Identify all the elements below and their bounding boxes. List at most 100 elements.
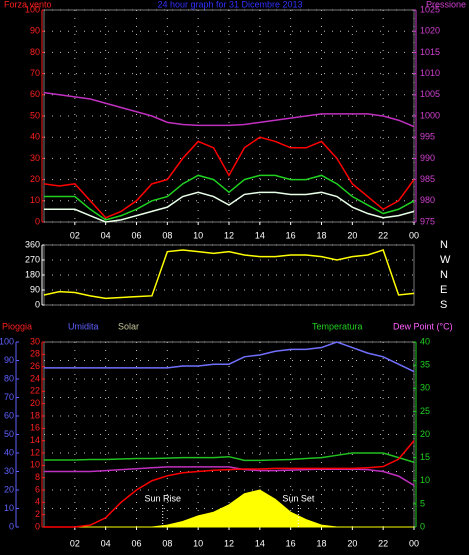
chart-title: 24 hour graph for 31 Dicembre 2013 [157,0,302,9]
y2-tick-label: 25 [420,406,430,416]
y-tick-label: 0 [35,299,40,309]
y2-tick-label: 1000 [420,110,440,120]
x-tick-label: 02 [70,538,80,548]
y3-tick-label: 28 [30,349,40,359]
y2-tick-label: 5 [420,498,425,508]
x-tick-label: 22 [378,538,388,548]
y3-tick-label: 26 [30,361,40,371]
y3-tick-label: 6 [35,484,40,494]
x-tick-label: 04 [101,538,111,548]
y2-tick-label: 30 [420,383,430,393]
line [44,341,415,373]
y-tick-label: 20 [4,484,14,494]
line [44,174,415,221]
y3-tick-label: 14 [30,435,40,445]
y3-tick-label: 30 [30,336,40,346]
x-tick-label: 20 [347,230,357,240]
y2-tick-label: 980 [420,195,435,205]
dew-point-label: Dew Point (°C) [393,321,453,331]
y-tick-label: 70 [30,68,40,78]
humidity-label: Umidita [68,321,99,331]
x-tick-label: 12 [224,230,234,240]
y2-tick-label: 1005 [420,89,440,99]
x-tick-label: 04 [101,230,111,240]
y3-tick-label: 8 [35,472,40,482]
x-tick-label: 16 [286,538,296,548]
y3-tick-label: 12 [30,447,40,457]
y-tick-label: 60 [4,410,14,420]
compass-label: N [440,239,448,251]
x-tick-label: 00 [409,230,419,240]
solar-label: Solar [118,321,139,331]
y-tick-label: 20 [30,174,40,184]
y3-tick-label: 24 [30,373,40,383]
x-tick-label: 20 [347,538,357,548]
line [43,136,415,219]
y2-tick-label: 1010 [420,68,440,78]
rain-label: Pioggia [2,321,32,331]
y-tick-label: 30 [4,466,14,476]
y-tick-label: 80 [4,373,14,383]
y3-tick-label: 4 [35,497,40,507]
x-tick-label: 22 [378,230,388,240]
y-tick-label: 30 [30,153,40,163]
line [43,91,415,128]
y-tick-label: 0 [9,521,14,531]
y3-tick-label: 16 [30,423,40,433]
y-tick-label: 40 [30,132,40,142]
y2-tick-label: 15 [420,452,430,462]
y-tick-label: 180 [25,269,40,279]
x-tick-label: 18 [316,538,326,548]
y2-tick-label: 1015 [420,47,440,57]
y2-tick-label: 990 [420,153,435,163]
annotation: Sun Rise [144,493,181,503]
y-tick-label: 100 [25,4,40,14]
y-tick-label: 10 [30,195,40,205]
compass-label: S [440,299,447,311]
y2-tick-label: 10 [420,475,430,485]
y-tick-label: 90 [30,284,40,294]
y3-tick-label: 20 [30,398,40,408]
x-tick-label: 08 [162,230,172,240]
x-tick-label: 00 [409,538,419,548]
y-axis-label: Forza vento [4,0,52,9]
area [44,489,414,528]
y-tick-label: 90 [4,355,14,365]
y-tick-label: 90 [30,26,40,36]
y2-tick-label: 20 [420,429,430,439]
y-tick-label: 270 [25,254,40,264]
compass-label: N [440,269,448,281]
x-tick-label: 02 [70,230,80,240]
y2-tick-label: 1020 [420,26,440,36]
line [44,452,415,463]
y3-tick-label: 22 [30,386,40,396]
line [44,191,415,223]
line [43,249,415,300]
y-tick-label: 60 [30,89,40,99]
x-tick-label: 08 [162,538,172,548]
x-tick-label: 10 [193,230,203,240]
x-tick-label: 10 [193,538,203,548]
y-tick-label: 70 [4,392,14,402]
x-tick-label: 06 [131,230,141,240]
y3-tick-label: 2 [35,509,40,519]
y2-axis-label: Pressione [426,0,466,9]
y-tick-label: 40 [4,447,14,457]
y-tick-label: 10 [4,503,14,513]
y-tick-label: 100 [0,336,14,346]
y-tick-label: 0 [35,216,40,226]
x-tick-label: 14 [255,538,265,548]
y2-tick-label: 0 [420,521,425,531]
y2-tick-label: 40 [420,336,430,346]
y-tick-label: 50 [30,110,40,120]
y2-tick-label: 995 [420,132,435,142]
line [44,440,415,528]
y2-tick-label: 1025 [420,4,440,14]
annotation: Sun Set [282,493,315,503]
y-tick-label: 80 [30,47,40,57]
compass-label: E [440,284,447,296]
y2-tick-label: 985 [420,174,435,184]
temperature-label: Temperatura [312,321,363,331]
x-tick-label: 18 [316,230,326,240]
